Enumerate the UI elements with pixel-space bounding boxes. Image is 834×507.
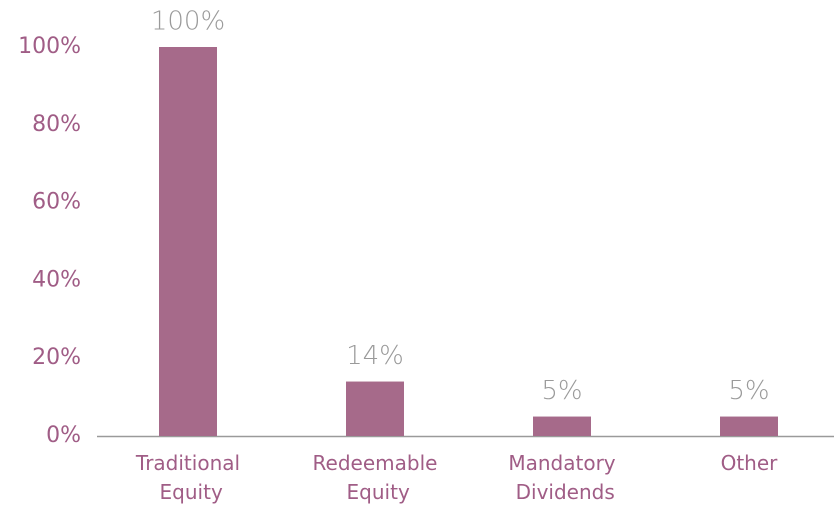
- value-label: 5%: [728, 376, 769, 406]
- x-tick-label: Redeemable Equity: [313, 451, 438, 504]
- x-tick-label: Traditional Equity: [135, 451, 240, 504]
- x-tick-label: Other: [721, 451, 779, 475]
- bar: [533, 416, 591, 436]
- y-tick-label: 80%: [32, 112, 81, 137]
- value-label: 100%: [151, 7, 225, 37]
- x-tick-label: Mandatory Dividends: [508, 451, 615, 504]
- y-tick-label: 100%: [18, 34, 81, 59]
- y-tick-label: 40%: [32, 267, 81, 292]
- value-label: 14%: [346, 341, 404, 371]
- bar: [720, 416, 778, 436]
- bar: [159, 47, 217, 436]
- value-label: 5%: [541, 376, 582, 406]
- y-tick-label: 20%: [32, 345, 81, 370]
- y-tick-label: 60%: [32, 190, 81, 215]
- bar: [346, 381, 404, 436]
- y-tick-label: 0%: [46, 423, 81, 448]
